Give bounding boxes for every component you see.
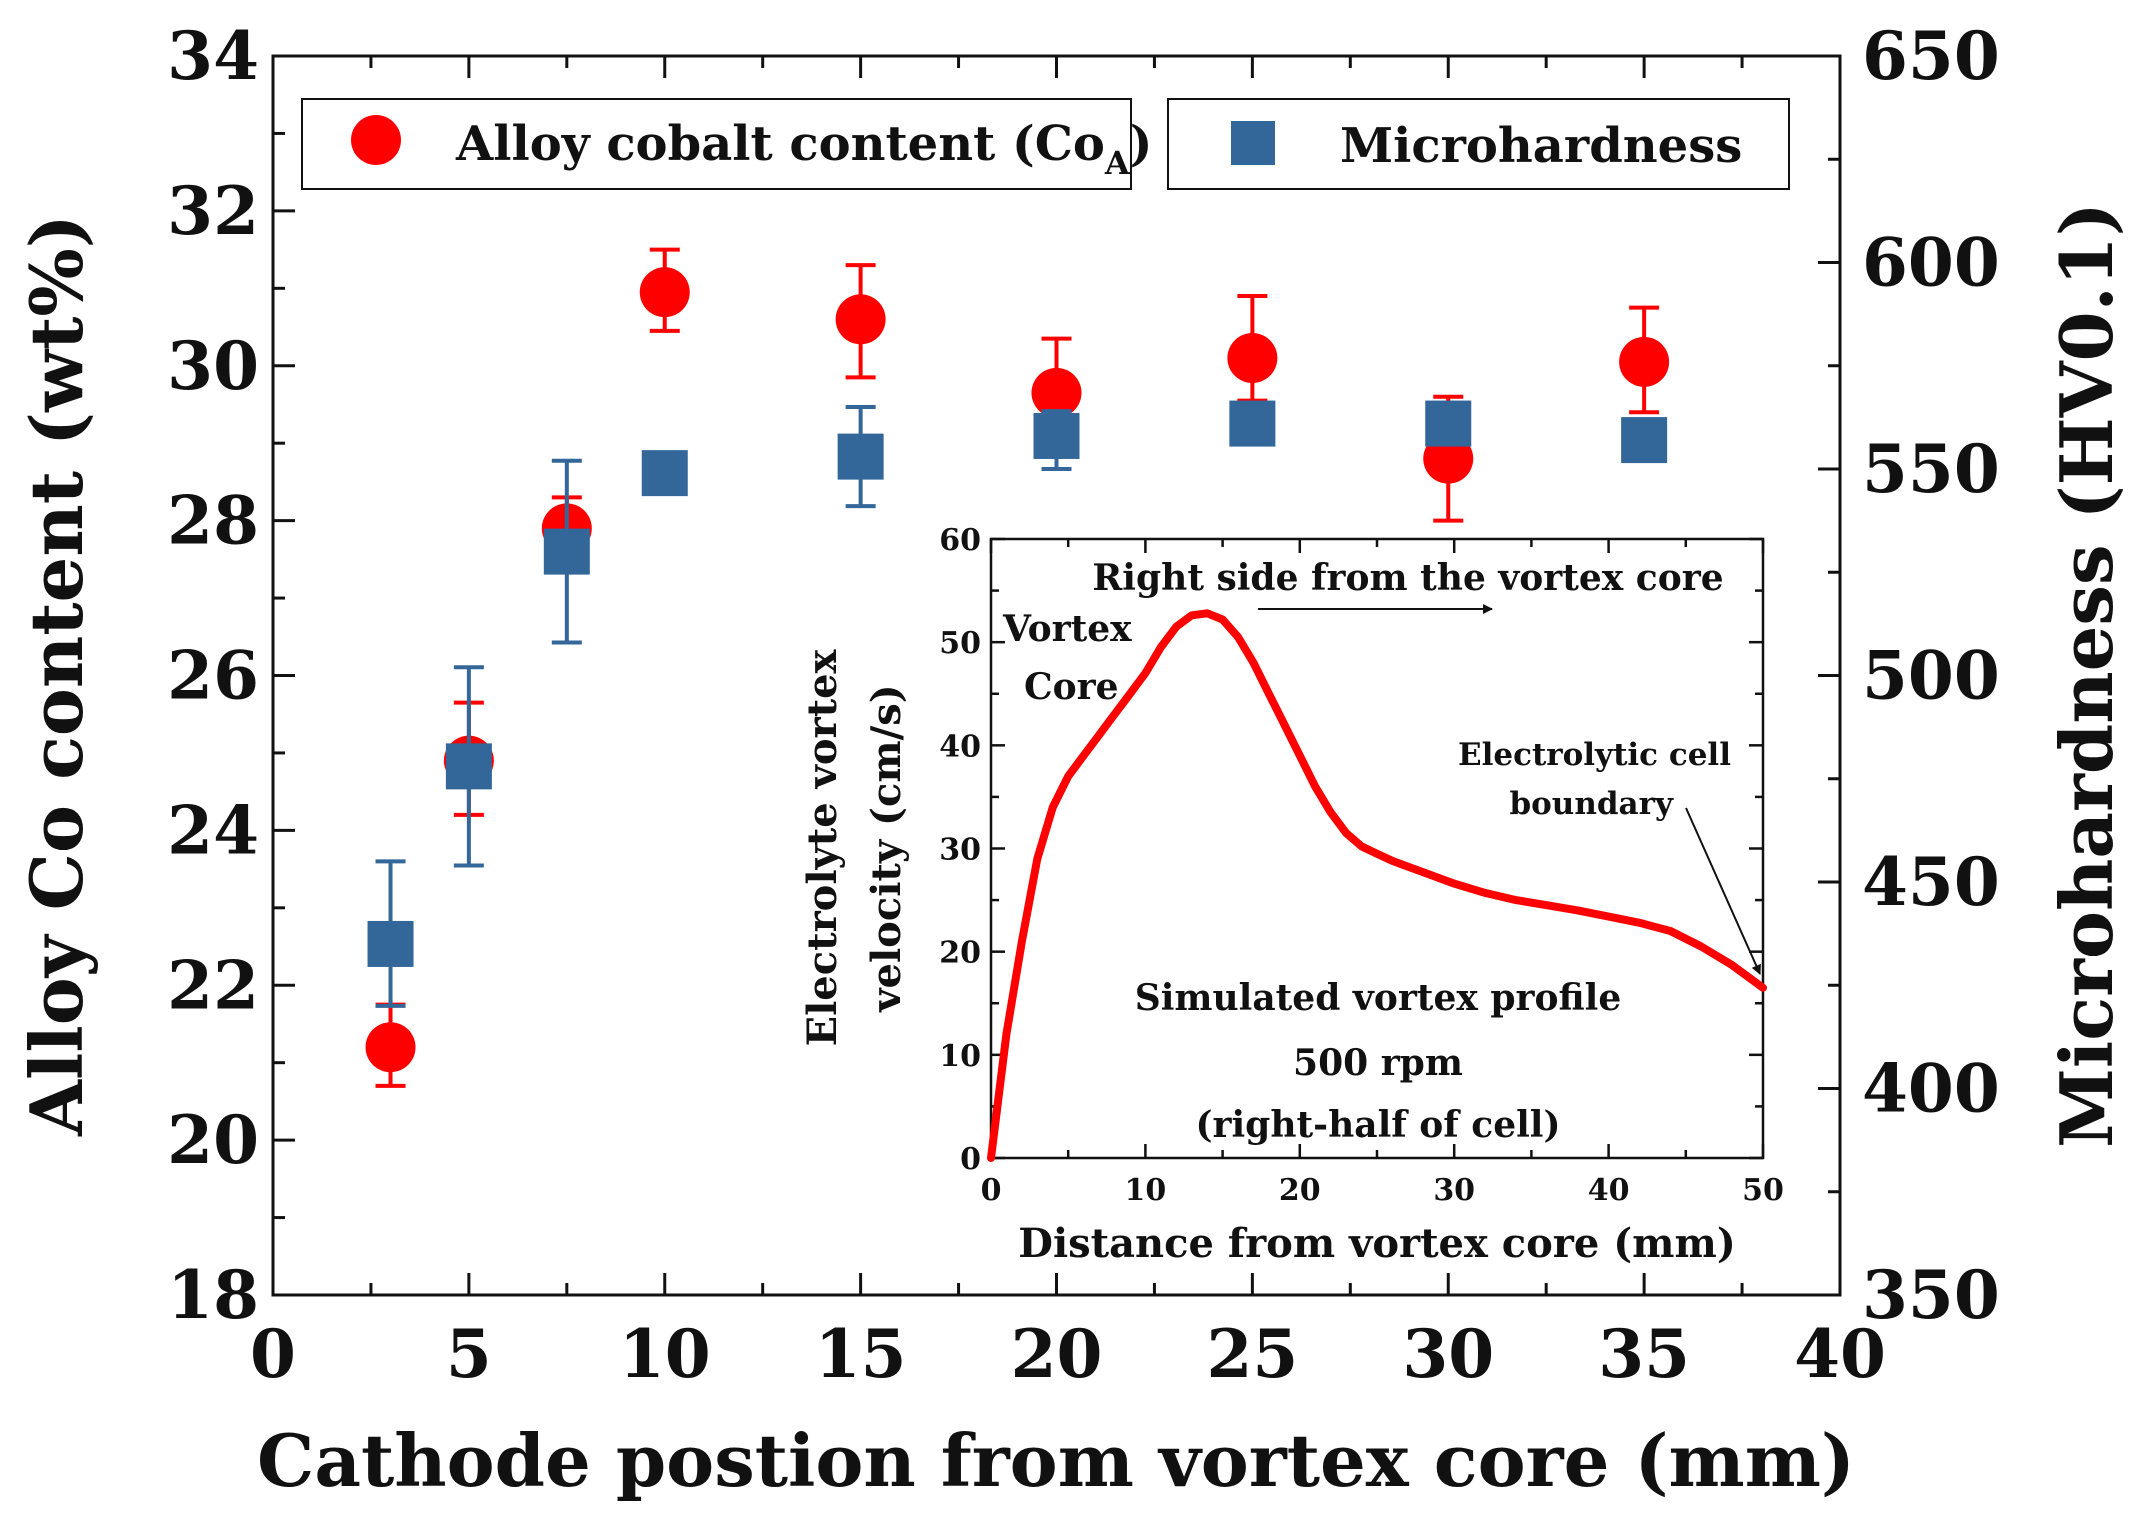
data-point-hardness: [1621, 417, 1668, 464]
inset-y-tick-label: 60: [939, 523, 981, 558]
x-tick-label: 5: [446, 1315, 492, 1393]
inset-x-axis-title: Distance from vortex core (mm): [1018, 1220, 1736, 1267]
y2-tick-label: 500: [1862, 637, 2000, 715]
y-tick-label: 30: [167, 327, 259, 405]
data-point-hardness: [1229, 400, 1276, 447]
data-point-hardness: [1033, 412, 1080, 459]
inset-annotation-profile-line3: (right-half of cell): [1195, 1104, 1560, 1146]
inset-axis-tick-labels: 0 10 20 30 40 50 0 10 20 30 40 50 60: [939, 523, 1784, 1208]
data-point-cobalt: [1619, 336, 1670, 387]
x-tick-label: 20: [1011, 1315, 1103, 1393]
legend-label-cobalt-sub: A: [1104, 144, 1131, 182]
inset-x-tick-label: 10: [1125, 1173, 1167, 1208]
y-tick-label: 18: [167, 1256, 259, 1334]
inset-boundary-pointer: [1685, 807, 1761, 975]
data-point-cobalt: [639, 267, 690, 318]
y2-tick-label: 350: [1862, 1256, 2000, 1334]
y2-tick-label: 600: [1862, 224, 2000, 302]
y-tick-label: 26: [167, 637, 259, 715]
inset-y-tick-label: 30: [939, 833, 981, 868]
x-tick-label: 30: [1402, 1315, 1494, 1393]
y-tick-label: 28: [167, 482, 259, 560]
y-tick-label: 34: [167, 17, 259, 95]
inset-annotation-profile-line1: Simulated vortex profile: [1135, 977, 1622, 1019]
x-tick-label: 15: [815, 1315, 907, 1393]
x-axis-title: Cathode postion from vortex core (mm): [257, 1418, 1855, 1503]
x-tick-label: 10: [619, 1315, 711, 1393]
inset-annotation-boundary-line1: Electrolytic cell: [1458, 737, 1731, 773]
y-axis-title: Alloy Co content (wt%): [14, 214, 99, 1137]
data-point-cobalt: [365, 1022, 416, 1073]
y-tick-label: 32: [167, 172, 259, 250]
x-tick-label: 25: [1206, 1315, 1298, 1393]
inset-y-tick-label: 20: [939, 936, 981, 971]
data-point-hardness: [367, 920, 414, 967]
legend: Alloy cobalt content (CoA) Microhardness: [301, 98, 1790, 190]
x-tick-label: 40: [1794, 1315, 1886, 1393]
legend-label-cobalt: Alloy cobalt content (CoA): [455, 116, 1152, 182]
legend-marker-cobalt: [351, 115, 401, 165]
data-point-cobalt: [835, 294, 886, 345]
legend-marker-hardness: [1231, 121, 1275, 165]
main-axis-tick-labels: 0 5 10 15 20 25 30 35 40182022242628303234350400…: [167, 17, 2000, 1393]
inset-x-tick-label: 50: [1742, 1173, 1784, 1208]
inset-x-tick-label: 20: [1279, 1173, 1321, 1208]
data-point-hardness: [837, 433, 884, 480]
y2-tick-label: 650: [1862, 17, 2000, 95]
inset-annotation-top: Right side from the vortex core: [1092, 557, 1723, 599]
data-point-hardness: [1425, 400, 1472, 447]
inset-x-tick-label: 30: [1433, 1173, 1475, 1208]
inset-y-tick-label: 40: [939, 729, 981, 764]
inset-x-tick-label: 0: [981, 1173, 1002, 1208]
data-point-hardness: [641, 450, 688, 497]
inset-y-tick-label: 0: [960, 1142, 981, 1177]
inset-annotation-boundary-line2: boundary: [1509, 786, 1674, 822]
inset-y-tick-label: 10: [939, 1039, 981, 1074]
y2-tick-label: 450: [1862, 843, 2000, 921]
y2-tick-label: 550: [1862, 430, 2000, 508]
inset-chart: 0 10 20 30 40 50 0 10 20 30 40 50 60 Distance from v…: [799, 523, 1784, 1267]
inset-annotation-core-line2: Core: [1024, 666, 1119, 708]
series-hardness: [367, 400, 1668, 1008]
y-tick-label: 20: [167, 1101, 259, 1179]
inset-y-tick-label: 50: [939, 626, 981, 661]
legend-box-cobalt: [301, 98, 1132, 190]
legend-label-cobalt-end: ): [1130, 116, 1153, 172]
inset-frame: [989, 537, 1765, 1160]
inset-annotation-profile-line2: 500 rpm: [1293, 1042, 1463, 1084]
y2-tick-label: 400: [1862, 1050, 2000, 1128]
y-tick-label: 22: [167, 946, 259, 1024]
data-point-hardness: [445, 743, 492, 790]
legend-label-cobalt-main: Alloy cobalt content (Co: [455, 116, 1105, 172]
legend-label-hardness: Microhardness: [1340, 118, 1742, 174]
x-tick-label: 0: [250, 1315, 296, 1393]
inset-velocity-curve: [987, 609, 1767, 1162]
inset-y-axis-title-line2: velocity (cm/s): [863, 684, 910, 1012]
data-point-cobalt: [1031, 367, 1082, 418]
inset-y-axis-title-line1: Electrolyte vortex: [799, 648, 846, 1046]
y-tick-label: 24: [167, 791, 259, 869]
y2-axis-title: Microhardness (HV0.1): [2044, 202, 2129, 1148]
data-point-hardness: [543, 528, 590, 575]
x-tick-label: 35: [1598, 1315, 1690, 1393]
inset-annotation-core-line1: Vortex: [1002, 608, 1132, 650]
main-axis-ticks: [271, 54, 1842, 1297]
inset-x-tick-label: 40: [1588, 1173, 1630, 1208]
inset-axis-ticks: [989, 537, 1765, 1160]
data-point-cobalt: [1227, 333, 1278, 384]
